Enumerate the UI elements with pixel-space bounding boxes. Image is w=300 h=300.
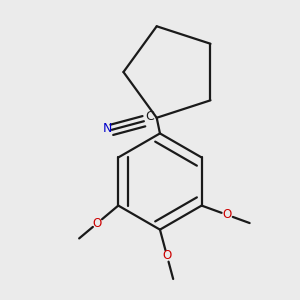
Text: O: O bbox=[223, 208, 232, 221]
Text: O: O bbox=[162, 249, 172, 262]
Text: N: N bbox=[103, 122, 112, 135]
Text: C: C bbox=[145, 110, 154, 123]
Text: O: O bbox=[93, 217, 102, 230]
